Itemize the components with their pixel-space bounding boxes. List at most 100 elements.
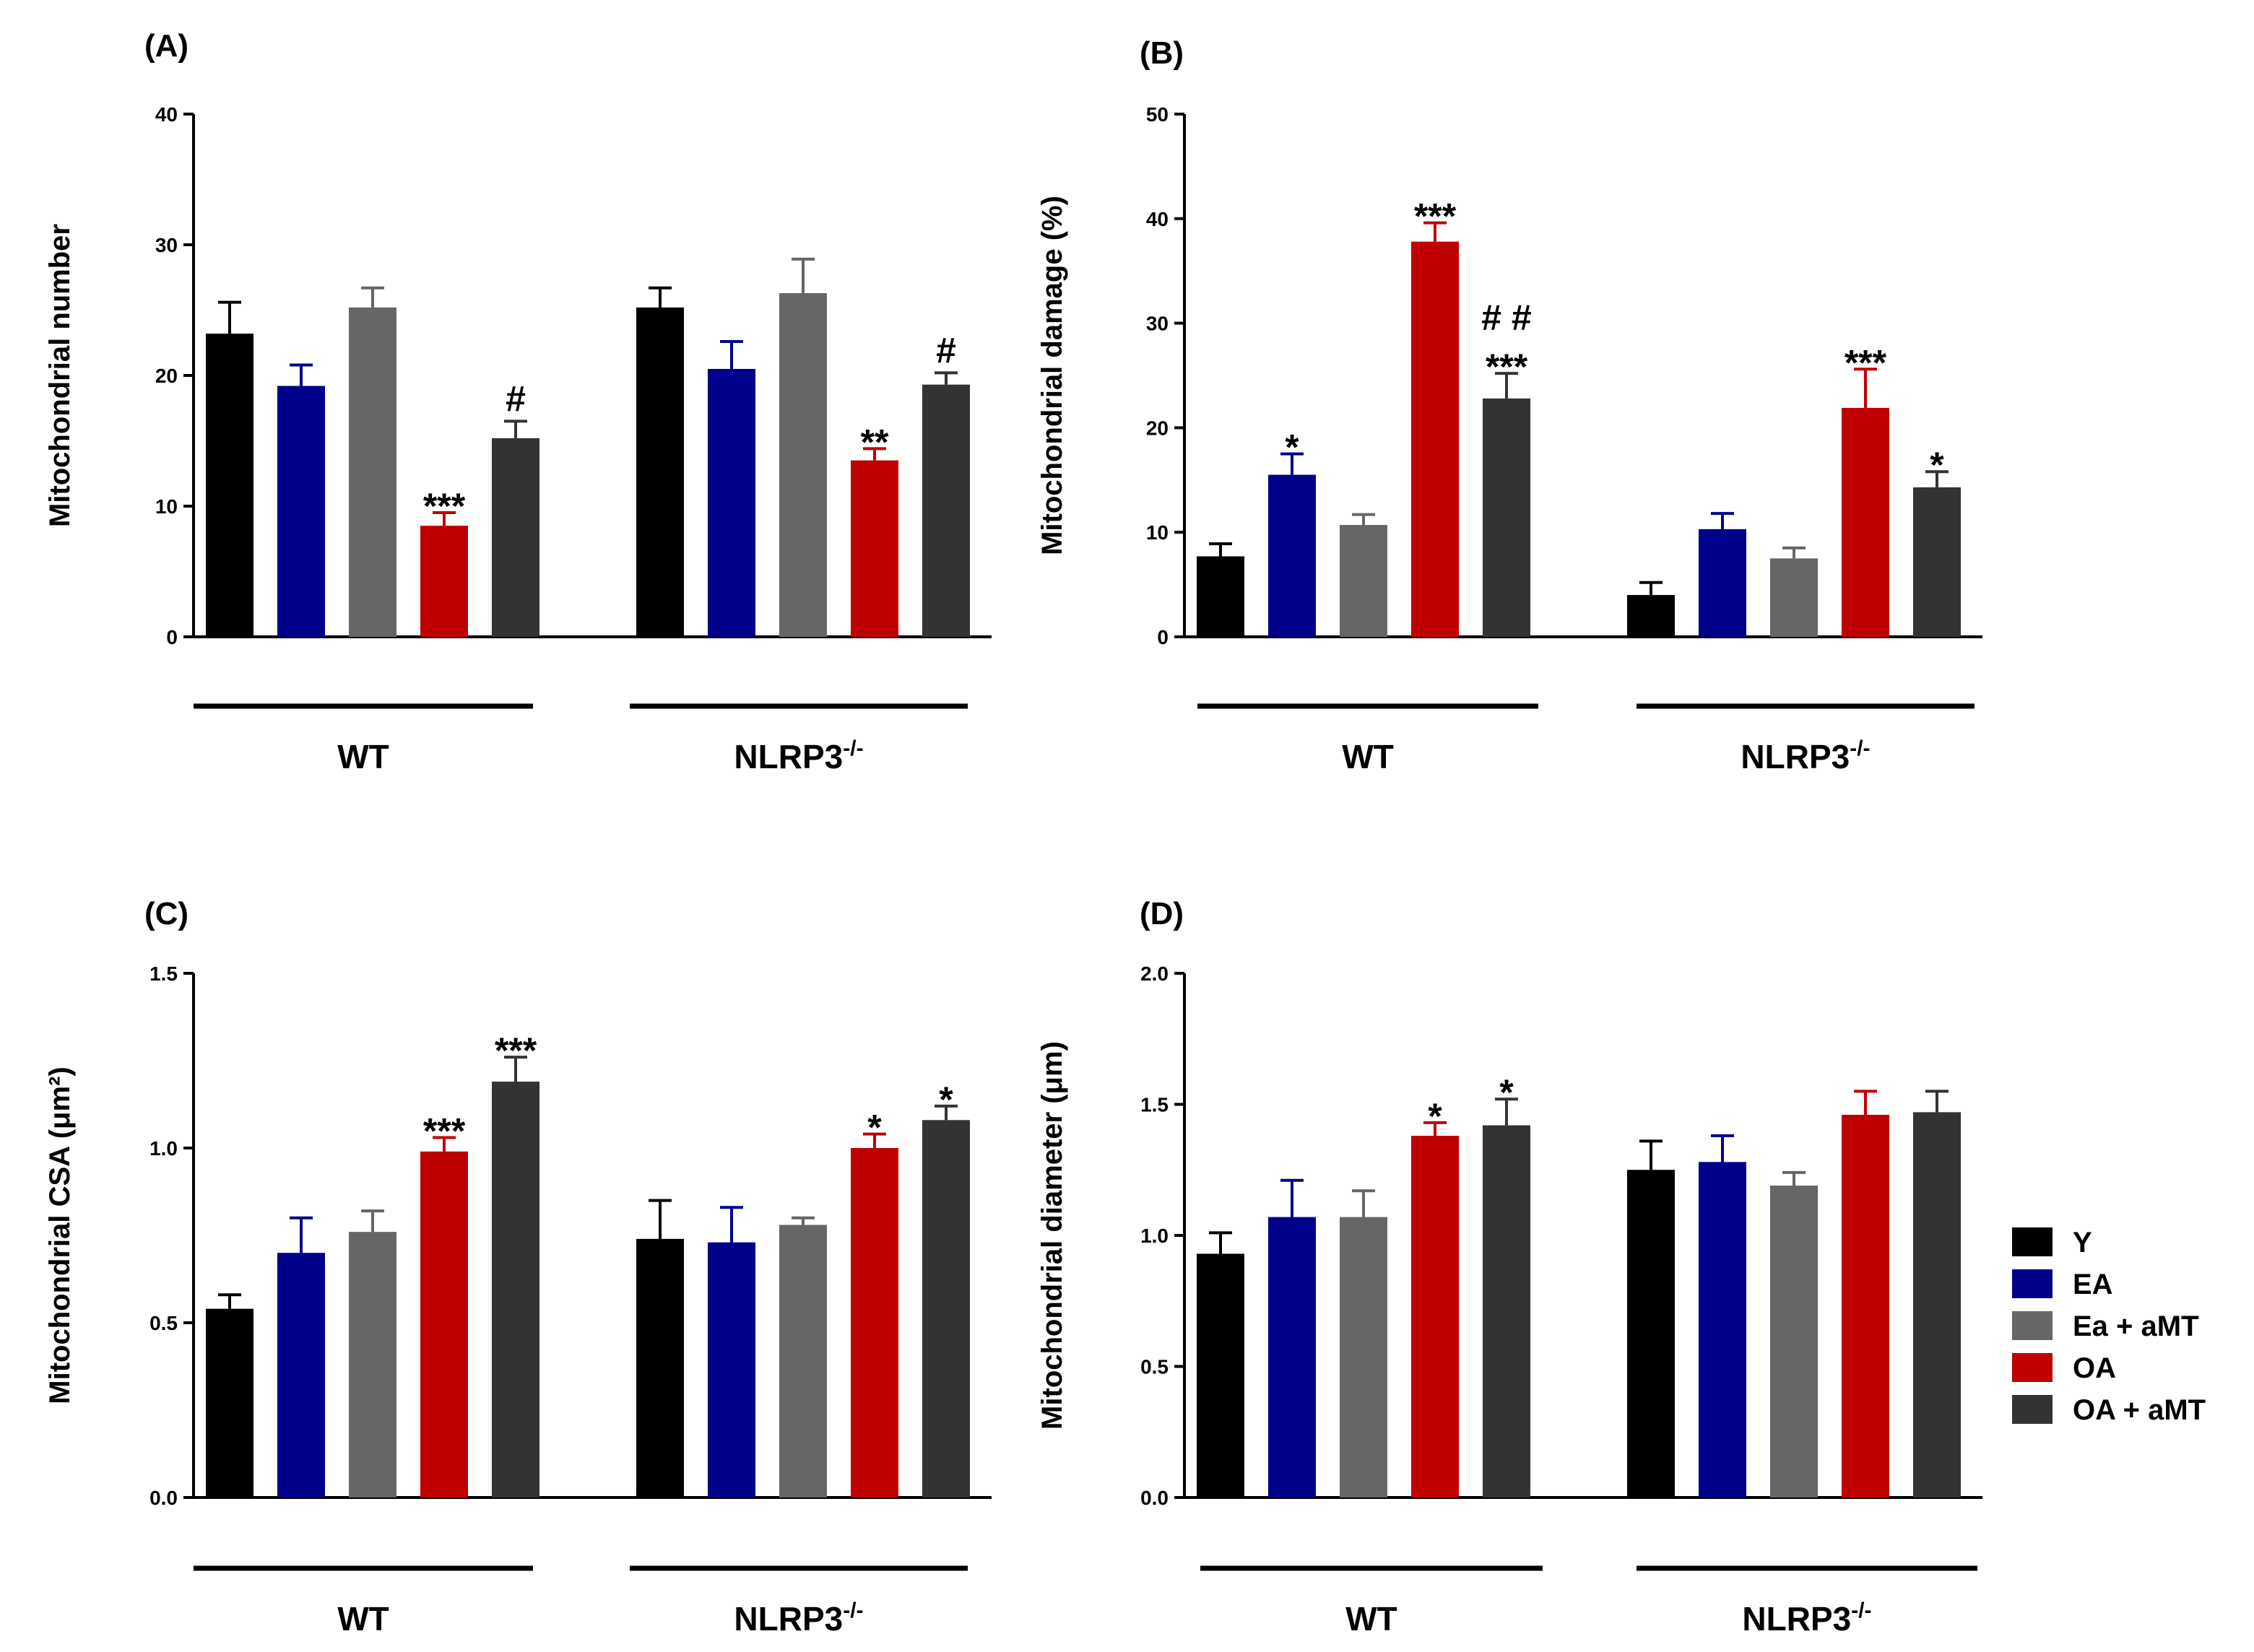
y-tick-label: 2.0 <box>1140 962 1169 985</box>
bar <box>851 1148 898 1497</box>
legend-swatch <box>2012 1227 2053 1256</box>
significance-label: # <box>506 378 526 419</box>
group-label-text: NLRP3 <box>734 738 843 775</box>
bar <box>1268 474 1316 637</box>
y-tick-label: 20 <box>1146 417 1169 439</box>
bar <box>922 384 970 637</box>
group-label-superscript: -/- <box>1851 1599 1871 1622</box>
bar <box>1770 1186 1818 1497</box>
y-tick-label: 40 <box>1146 208 1169 230</box>
legend-label: OA <box>2073 1352 2116 1384</box>
bar <box>851 460 898 637</box>
panel-label: (A) <box>144 28 188 64</box>
group-label-text: NLRP3 <box>1742 1600 1851 1638</box>
bar <box>1842 407 1889 637</box>
group-label-text: WT <box>1342 738 1394 775</box>
bar <box>1770 558 1818 637</box>
significance-label: *** <box>1845 342 1887 383</box>
bar <box>1842 1115 1889 1497</box>
y-tick-label: 0 <box>166 626 178 648</box>
bar <box>636 1238 684 1497</box>
bar <box>1699 529 1746 637</box>
group-label-superscript: -/- <box>1850 736 1870 760</box>
y-tick-label: 30 <box>1146 313 1169 335</box>
significance-label: *** <box>423 486 466 526</box>
bar <box>1627 1170 1675 1497</box>
y-tick-label: 50 <box>1146 103 1169 126</box>
bar <box>420 1151 468 1497</box>
group-label: NLRP3-/- <box>1741 736 1870 775</box>
bar <box>1699 1162 1746 1497</box>
bar <box>1197 1253 1244 1497</box>
bar <box>1483 1125 1530 1497</box>
bar <box>277 386 325 637</box>
significance-label: * <box>939 1079 953 1120</box>
legend-label: EA <box>2073 1269 2113 1300</box>
legend-swatch <box>2012 1269 2053 1298</box>
bar <box>420 526 468 637</box>
bar <box>1411 1136 1459 1497</box>
group-label: NLRP3-/- <box>734 736 863 775</box>
group-label: WT <box>1345 1600 1397 1638</box>
group-label: NLRP3-/- <box>1742 1599 1871 1638</box>
bar <box>1197 556 1244 637</box>
group-label: WT <box>337 738 389 775</box>
chart-panel-1: (B)Mitochondrial damage (%)01020304050**… <box>1036 35 1982 775</box>
significance-label: * <box>1285 427 1299 468</box>
group-label-superscript: -/- <box>843 1599 863 1622</box>
y-tick-label: 0.0 <box>1140 1487 1169 1509</box>
bar <box>1340 525 1387 637</box>
chart-panel-3: (D) Mitochondrial diameter (μm) 0.0 0.5 1.0 1… <box>1036 896 1982 1638</box>
bar <box>1913 487 1961 637</box>
y-tick-label: 0.5 <box>149 1312 178 1334</box>
significance-label: * <box>1428 1096 1442 1136</box>
significance-label: *** <box>1414 196 1457 237</box>
y-tick-label: 30 <box>155 234 178 256</box>
legend-label: Y <box>2073 1227 2092 1258</box>
bar <box>492 1082 539 1497</box>
y-tick-label: 20 <box>155 365 178 387</box>
panel-label: (C) <box>144 896 188 931</box>
significance-label: ** <box>861 422 889 462</box>
chart-panel-0: (A) Mitochondrial number 0 10 20 30 40 *** # WT **… <box>44 28 992 775</box>
bar <box>1913 1112 1961 1497</box>
significance-label: # # <box>1481 297 1532 338</box>
bar <box>1627 595 1675 637</box>
legend-label: OA + aMT <box>2073 1394 2206 1426</box>
bar <box>277 1253 325 1497</box>
y-axis-label: Mitochondrial damage (%) <box>1036 196 1068 555</box>
bar <box>636 307 684 637</box>
y-tick-label: 10 <box>1146 521 1169 544</box>
group-label-text: WT <box>337 738 389 775</box>
y-tick-label: 0.0 <box>149 1487 178 1509</box>
bar <box>779 1225 827 1497</box>
group-label-text: NLRP3 <box>734 1600 843 1638</box>
legend-swatch <box>2012 1311 2053 1340</box>
y-axis-label: Mitochondrial number <box>44 224 76 527</box>
group-label: WT <box>1342 738 1394 775</box>
significance-label: * <box>867 1108 882 1148</box>
y-tick-label: 0 <box>1157 626 1169 648</box>
significance-label: * <box>1930 445 1944 485</box>
significance-label: *** <box>1486 347 1528 387</box>
panel-label: (D) <box>1140 896 1184 931</box>
chart-panel-2: (C) Mitochondrial CSA (μm²) 0.0 0.5 1.0 1.5 * *… <box>44 896 992 1638</box>
bar <box>1268 1217 1316 1497</box>
significance-label: * <box>1499 1072 1514 1113</box>
bar <box>708 368 755 637</box>
y-tick-label: 1.0 <box>1140 1225 1169 1247</box>
y-axis-label: Mitochondrial diameter (μm) <box>1036 1041 1068 1430</box>
bar <box>349 307 396 637</box>
bar <box>1411 241 1459 637</box>
y-tick-label: 0.5 <box>1140 1356 1169 1378</box>
y-axis-label: Mitochondrial CSA (μm²) <box>44 1066 76 1404</box>
legend-swatch <box>2012 1395 2053 1424</box>
group-label-text: NLRP3 <box>1741 738 1850 775</box>
y-tick-label: 1.0 <box>149 1137 178 1160</box>
significance-label: # <box>936 330 956 370</box>
y-tick-label: 10 <box>155 495 178 518</box>
y-tick-label: 1.5 <box>149 962 178 985</box>
bar <box>922 1120 970 1497</box>
bar <box>708 1242 755 1497</box>
bar <box>206 334 253 637</box>
